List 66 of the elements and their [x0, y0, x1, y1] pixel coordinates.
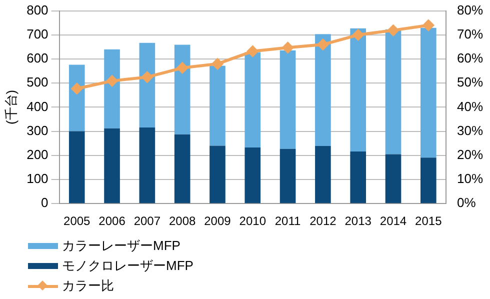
y2-tick-label: 70% [456, 26, 484, 42]
y-tick-label: 600 [26, 50, 48, 66]
bar [244, 52, 261, 148]
x-tick-label: 2008 [168, 214, 196, 228]
point [282, 42, 294, 54]
y-tick-label: 0 [41, 195, 48, 210]
bar [104, 128, 120, 204]
point [388, 24, 399, 36]
x-tick-label: 2009 [204, 214, 232, 228]
y2-tick-label: 10% [456, 171, 484, 186]
y2-tick-label: 30% [456, 122, 484, 138]
bar [420, 158, 436, 204]
bar [210, 146, 226, 204]
bar [210, 66, 226, 146]
x-tick-label: 2013 [344, 214, 372, 228]
x-tick-label: 2010 [239, 214, 266, 228]
bar [280, 50, 296, 149]
bar [68, 131, 85, 204]
y-tick-label: 500 [26, 74, 48, 90]
point [142, 72, 153, 83]
bar [385, 29, 402, 154]
bar [104, 49, 120, 128]
x-tick-label: 2014 [380, 214, 407, 228]
y2-tick-label: 20% [456, 146, 484, 162]
y-tick-label: 100 [26, 171, 48, 186]
point [247, 46, 258, 57]
bar [174, 134, 190, 204]
bar [420, 28, 436, 158]
y2-tick-label: 40% [456, 98, 484, 114]
y2-tick-label: 80% [456, 2, 484, 18]
legend-label: カラー比 [62, 277, 114, 295]
x-tick-label: 2011 [274, 214, 302, 228]
bar [174, 44, 190, 134]
point [352, 29, 364, 40]
y2-tick-label: 0% [456, 195, 476, 210]
x-tick-label: 2012 [310, 214, 337, 228]
bar [315, 146, 331, 204]
x-tick-label: 2005 [64, 214, 91, 228]
bar [315, 34, 331, 146]
y2-tick-label: 60% [456, 50, 484, 66]
point [212, 58, 223, 70]
y-tick-label: 800 [26, 2, 48, 18]
legend-label: カラーレーザーMFP [62, 237, 180, 255]
point [317, 39, 328, 50]
bar [139, 42, 156, 128]
bar [280, 148, 296, 204]
bar [350, 152, 366, 204]
y-axis-title: (千台) [3, 90, 18, 125]
y-tick-label: 200 [26, 146, 48, 162]
x-tick-label: 2007 [134, 214, 161, 228]
point [106, 75, 118, 86]
point [176, 62, 188, 74]
y-tick-label: 400 [26, 98, 48, 114]
legend-label: モノクロレーザーMFP [62, 257, 194, 275]
y-tick-label: 700 [26, 26, 48, 42]
point [71, 83, 82, 94]
y-tick-label: 300 [26, 122, 48, 138]
x-tick-label: 2015 [415, 214, 442, 228]
bar [385, 154, 402, 204]
bar [68, 64, 85, 132]
x-tick-label: 2006 [98, 214, 126, 228]
bar [244, 147, 261, 204]
bar [350, 28, 366, 152]
y2-tick-label: 50% [456, 74, 484, 90]
bar [139, 127, 156, 204]
point [422, 20, 434, 31]
